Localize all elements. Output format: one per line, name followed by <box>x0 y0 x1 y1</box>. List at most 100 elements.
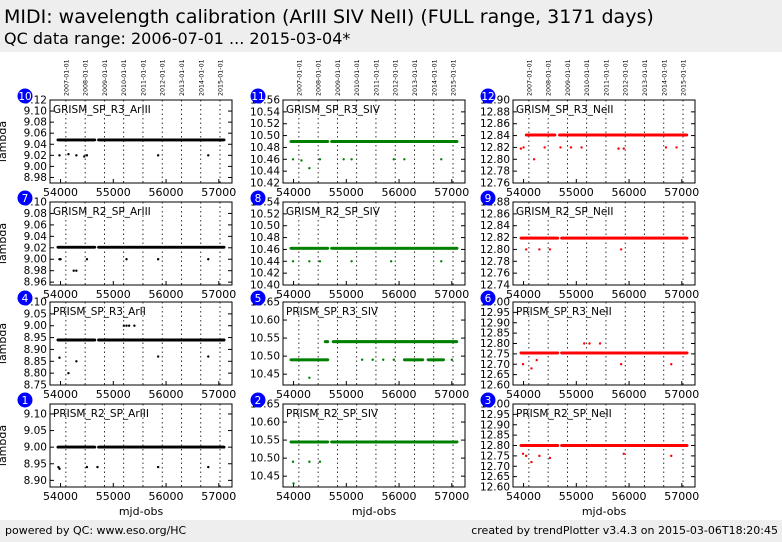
outlier-point <box>392 358 395 361</box>
x-tick-label: 57000 <box>664 186 699 199</box>
data-point <box>326 358 330 362</box>
outlier-point <box>85 258 89 261</box>
y-tick-label: 12.88 <box>480 106 510 118</box>
outlier-point <box>127 324 131 327</box>
date-tick-label: 2015-01-01 <box>218 59 225 96</box>
date-tick-label: 2014-01-01 <box>661 59 668 96</box>
panel-id-label: 8 <box>255 193 262 205</box>
outlier-point <box>538 248 541 251</box>
x-tick-label: 55000 <box>329 288 364 301</box>
x-tick-label: 56000 <box>149 186 184 199</box>
panel-title: GRISM_R2_SP_NeII <box>516 206 613 218</box>
y-tick-label: 9.10 <box>24 106 47 118</box>
x-tick-label: 56000 <box>612 388 647 401</box>
panel-id-badge <box>480 88 496 104</box>
data-point <box>556 351 560 355</box>
x-tick-label: 57000 <box>434 388 469 401</box>
y-tick-label: 9.04 <box>24 231 48 243</box>
x-tick-label: 56000 <box>612 288 647 301</box>
x-tick-label: 57000 <box>201 288 236 301</box>
outlier-point <box>519 147 523 150</box>
panel-title: GRISM_R2_SP_SIV <box>286 206 381 218</box>
outlier-point <box>350 260 353 263</box>
y-tick-label: 10.50 <box>250 220 280 232</box>
panel-id-badge <box>17 190 33 206</box>
data-point <box>455 246 459 250</box>
plot-panel-12: 2007-01-01 2008-01-01 2009-01-01 2010-01-01… <box>480 59 699 199</box>
outlier-point <box>342 158 345 161</box>
outlier-point <box>522 146 525 149</box>
y-tick-label: 9.10 <box>24 408 47 420</box>
y-tick-label: 10.60 <box>250 315 280 327</box>
y-tick-label: 8.96 <box>24 277 48 289</box>
data-point <box>685 133 689 137</box>
x-tick-label: 57000 <box>664 288 699 301</box>
outlier-point <box>530 367 533 370</box>
outlier-point <box>291 260 295 263</box>
panel-id-label: 12 <box>481 91 494 103</box>
y-tick-label: 12.80 <box>480 338 510 350</box>
data-point <box>326 246 330 250</box>
date-tick-label: 2007-01-01 <box>296 59 303 96</box>
outlier-point <box>619 248 623 251</box>
panel-title: GRISM_SP_R3_SIV <box>286 104 381 116</box>
y-tick-label: 9.00 <box>24 320 47 332</box>
y-tick-label: 10.48 <box>250 142 280 154</box>
date-tick-label: 2013-01-01 <box>412 59 419 96</box>
plot-panel-8: 10.4010.4210.4410.4610.4810.5010.5210.54… <box>250 190 469 301</box>
panel-title: GRISM_R2_SP_ArIII <box>53 206 151 218</box>
panel-id-label: 9 <box>485 193 492 205</box>
y-tick-label: 9.04 <box>24 139 48 151</box>
date-tick-label: 2014-01-01 <box>431 59 438 96</box>
outlier-point <box>308 166 311 170</box>
y-axis-label: lambda <box>0 323 9 364</box>
date-tick-label: 2008-01-01 <box>83 59 90 96</box>
plot-frame <box>49 201 233 286</box>
x-tick-label: 57000 <box>664 388 699 401</box>
y-tick-label: 9.00 <box>24 442 47 454</box>
date-tick-label: 2008-01-01 <box>316 59 323 96</box>
y-tick-label: 10.40 <box>250 280 280 292</box>
plot-panel-11: 2007-01-01 2008-01-01 2009-01-01 2010-01-01… <box>250 59 469 199</box>
y-tick-label: 10.46 <box>250 244 280 256</box>
y-tick-label: 9.00 <box>24 161 47 173</box>
x-tick-label: 55000 <box>559 288 594 301</box>
x-tick-label: 54000 <box>506 388 541 401</box>
y-tick-label: 10.42 <box>250 268 280 280</box>
y-tick-label: 10.44 <box>250 256 280 268</box>
outlier-point <box>403 158 406 161</box>
y-tick-label: 9.05 <box>24 425 47 437</box>
x-tick-label: 54000 <box>506 186 541 199</box>
date-tick-label: 2013-01-01 <box>179 59 186 96</box>
date-tick-label: 2014-01-01 <box>198 59 205 96</box>
y-tick-label: 8.98 <box>24 172 47 184</box>
panel-id-label: 6 <box>485 293 492 305</box>
x-tick-label: 54000 <box>43 288 78 301</box>
x-tick-label: 55000 <box>559 388 594 401</box>
data-point <box>442 358 445 362</box>
outlier-point <box>559 146 562 149</box>
date-tick-label: 2010-01-01 <box>584 59 591 96</box>
x-tick-label: 56000 <box>149 490 184 503</box>
outlier-point <box>532 158 536 161</box>
outlier-point <box>569 146 573 149</box>
outlier-point <box>543 146 546 149</box>
x-tick-label: 55000 <box>329 388 364 401</box>
y-tick-label: 12.82 <box>480 142 510 154</box>
outlier-point <box>350 158 353 161</box>
date-tick-label: 2007-01-01 <box>63 59 70 96</box>
panel-id-badge <box>250 88 266 104</box>
y-tick-label: 9.06 <box>24 219 48 231</box>
panel-id-badge <box>480 190 496 206</box>
data-point <box>326 140 330 143</box>
outlier-point <box>588 342 591 345</box>
outlier-point <box>85 154 89 157</box>
data-point <box>222 245 226 249</box>
outlier-point <box>535 358 538 362</box>
outlier-point <box>125 258 128 261</box>
y-tick-label: 9.05 <box>24 308 47 320</box>
y-tick-label: 9.06 <box>24 128 48 140</box>
panel-title: GRISM_SP_R3_ArIII <box>53 104 151 116</box>
date-tick-label: 2010-01-01 <box>121 59 128 96</box>
